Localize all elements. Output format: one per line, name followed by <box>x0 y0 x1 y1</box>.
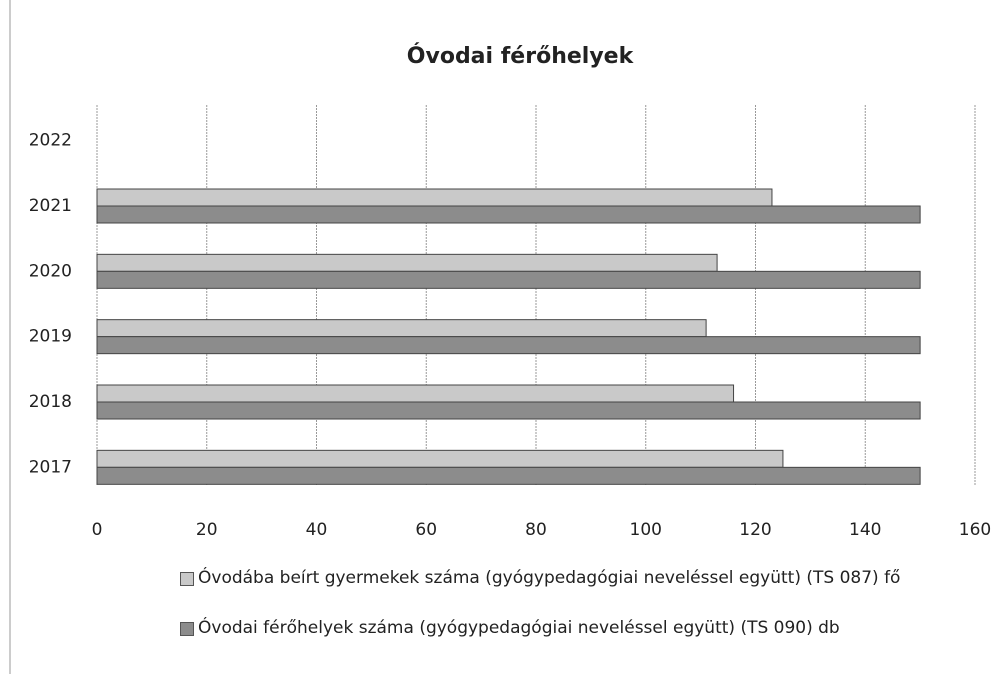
x-tick-label: 160 <box>959 520 991 540</box>
y-tick-label: 2022 <box>29 131 72 151</box>
x-tick-label: 40 <box>306 520 328 540</box>
x-tick-label: 120 <box>739 520 771 540</box>
bar <box>96 188 773 207</box>
x-tick-label: 140 <box>849 520 881 540</box>
y-tick-label: 2018 <box>29 392 72 412</box>
x-tick-label: 20 <box>196 520 218 540</box>
y-tick-label: 2020 <box>29 261 72 281</box>
legend-item: Óvodai férőhelyek száma (gyógypedagógiai… <box>180 617 920 640</box>
chart-title: Óvodai férőhelyek <box>407 43 635 69</box>
y-tick-label: 2021 <box>29 196 72 216</box>
legend-swatch <box>180 622 194 636</box>
legend-label: Óvodába beírt gyermekek száma (gyógypeda… <box>198 568 901 588</box>
bar <box>96 449 784 468</box>
bar <box>96 384 735 403</box>
x-tick-label: 80 <box>525 520 547 540</box>
y-tick-label: 2017 <box>29 457 72 477</box>
legend-item: Óvodába beírt gyermekek száma (gyógypeda… <box>180 567 920 590</box>
x-tick-label: 60 <box>415 520 437 540</box>
x-tick-label: 100 <box>630 520 662 540</box>
bar <box>96 401 921 420</box>
bar <box>96 270 921 289</box>
bar <box>96 336 921 355</box>
legend-swatch <box>180 572 194 586</box>
x-tick-label: 0 <box>92 520 103 540</box>
bar <box>96 466 921 485</box>
bar <box>96 253 718 272</box>
bar <box>96 205 921 224</box>
y-tick-label: 2019 <box>29 327 72 347</box>
bar <box>96 319 707 338</box>
legend-label: Óvodai férőhelyek száma (gyógypedagógiai… <box>198 618 840 638</box>
